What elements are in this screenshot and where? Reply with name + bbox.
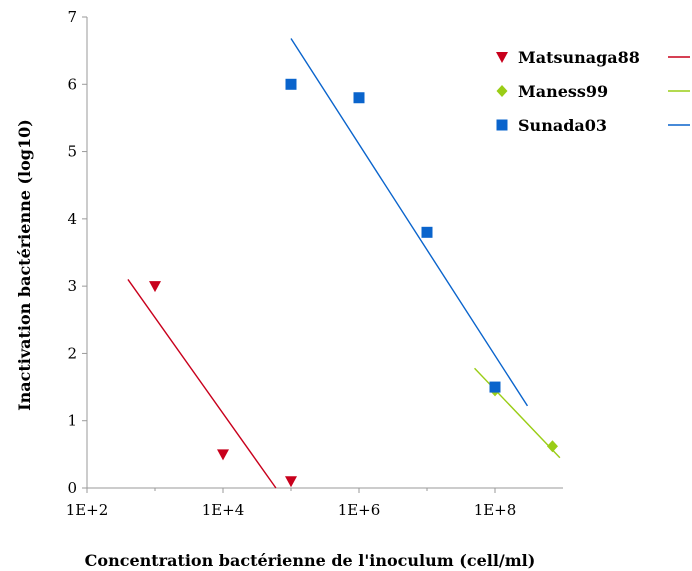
point-sunada03 xyxy=(353,92,365,104)
point-matsunaga88 xyxy=(149,281,161,293)
legend-label-maness99: Maness99 xyxy=(518,82,608,101)
y-tick-label: 3 xyxy=(67,277,77,295)
legend-marker-sunada03 xyxy=(496,119,508,131)
y-tick-label: 6 xyxy=(67,75,77,93)
y-tick-label: 2 xyxy=(67,344,77,362)
trendline-matsunaga88 xyxy=(127,279,277,489)
y-tick-label: 0 xyxy=(67,479,77,497)
x-tick-label: 1E+4 xyxy=(202,501,245,519)
y-tick-label: 4 xyxy=(67,210,77,228)
y-tick-label: 5 xyxy=(67,143,77,161)
trendline-sunada03 xyxy=(290,38,529,407)
axes: 0 1 2 3 4 5 6 7 1E+2 1E+4 1E+6 1E+8 xyxy=(66,8,563,519)
point-matsunaga88 xyxy=(285,476,297,488)
legend-marker-maness99 xyxy=(496,85,508,97)
legend-marker-matsunaga88 xyxy=(496,52,508,63)
y-tick-label: 1 xyxy=(67,412,77,430)
legend-label-sunada03: Sunada03 xyxy=(518,116,607,135)
point-maness99 xyxy=(546,440,558,453)
point-sunada03 xyxy=(489,381,501,393)
trendlines xyxy=(127,38,561,489)
y-tick-label: 7 xyxy=(67,8,77,26)
x-tick-label: 1E+2 xyxy=(66,501,109,519)
y-axis-title: Inactivation bactérienne (log10) xyxy=(15,119,34,411)
legend-label-matsunaga88: Matsunaga88 xyxy=(518,48,640,67)
x-tick-label: 1E+8 xyxy=(474,501,517,519)
data-points xyxy=(149,78,558,488)
point-matsunaga88 xyxy=(217,449,229,461)
legend: Matsunaga88 Maness99 Sunada03 xyxy=(496,48,690,135)
point-sunada03 xyxy=(285,78,297,90)
point-sunada03 xyxy=(421,226,433,238)
x-axis-title: Concentration bactérienne de l'inoculum … xyxy=(85,551,536,570)
x-tick-label: 1E+6 xyxy=(338,501,381,519)
trendline-maness99 xyxy=(474,367,561,459)
